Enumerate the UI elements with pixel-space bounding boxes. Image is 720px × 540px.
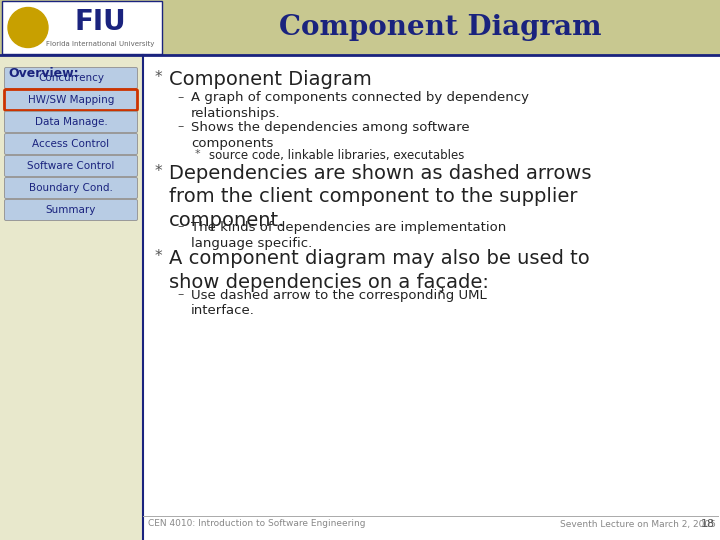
Text: *: * xyxy=(155,249,163,265)
Text: –: – xyxy=(177,220,184,233)
Text: The kinds of dependencies are implementation
language specific.: The kinds of dependencies are implementa… xyxy=(191,220,506,249)
Circle shape xyxy=(8,8,48,48)
Text: *: * xyxy=(155,164,163,179)
Text: *: * xyxy=(195,150,201,159)
Text: Use dashed arrow to the corresponding UML
interface.: Use dashed arrow to the corresponding UM… xyxy=(191,288,487,318)
FancyBboxPatch shape xyxy=(4,90,138,111)
Text: Component Diagram: Component Diagram xyxy=(169,70,372,89)
FancyBboxPatch shape xyxy=(4,111,138,132)
Text: Dependencies are shown as dashed arrows
from the client component to the supplie: Dependencies are shown as dashed arrows … xyxy=(169,164,592,230)
Text: –: – xyxy=(177,120,184,133)
FancyBboxPatch shape xyxy=(4,178,138,199)
Bar xyxy=(0,55,143,540)
Text: FIU: FIU xyxy=(74,9,126,37)
Text: Summary: Summary xyxy=(46,205,96,215)
FancyBboxPatch shape xyxy=(4,199,138,220)
Bar xyxy=(2,1,162,54)
Text: Seventh Lecture on March 2, 2005: Seventh Lecture on March 2, 2005 xyxy=(560,519,716,529)
Text: *: * xyxy=(155,70,163,85)
Text: Florida International University: Florida International University xyxy=(46,41,154,47)
Text: A graph of components connected by dependency
relationships.: A graph of components connected by depen… xyxy=(191,91,529,120)
Text: –: – xyxy=(177,91,184,105)
Text: –: – xyxy=(177,288,184,301)
Text: Concurrency: Concurrency xyxy=(38,73,104,83)
Text: Data Manage.: Data Manage. xyxy=(35,117,107,127)
FancyBboxPatch shape xyxy=(4,133,138,154)
Text: Boundary Cond.: Boundary Cond. xyxy=(29,183,113,193)
Bar xyxy=(0,0,720,55)
Text: Software Control: Software Control xyxy=(27,161,114,171)
Text: Shows the dependencies among software
components: Shows the dependencies among software co… xyxy=(191,120,469,150)
Text: source code, linkable libraries, executables: source code, linkable libraries, executa… xyxy=(209,150,464,163)
Text: Access Control: Access Control xyxy=(32,139,109,149)
Text: A component diagram may also be used to
show dependencies on a façade:: A component diagram may also be used to … xyxy=(169,249,590,292)
Bar xyxy=(143,55,720,540)
Text: 18: 18 xyxy=(701,519,715,529)
Text: Component Diagram: Component Diagram xyxy=(279,14,601,41)
Text: Overview:: Overview: xyxy=(8,67,78,80)
FancyBboxPatch shape xyxy=(4,156,138,177)
FancyBboxPatch shape xyxy=(4,68,138,89)
Text: HW/SW Mapping: HW/SW Mapping xyxy=(28,95,114,105)
Text: CEN 4010: Introduction to Software Engineering: CEN 4010: Introduction to Software Engin… xyxy=(148,519,366,529)
